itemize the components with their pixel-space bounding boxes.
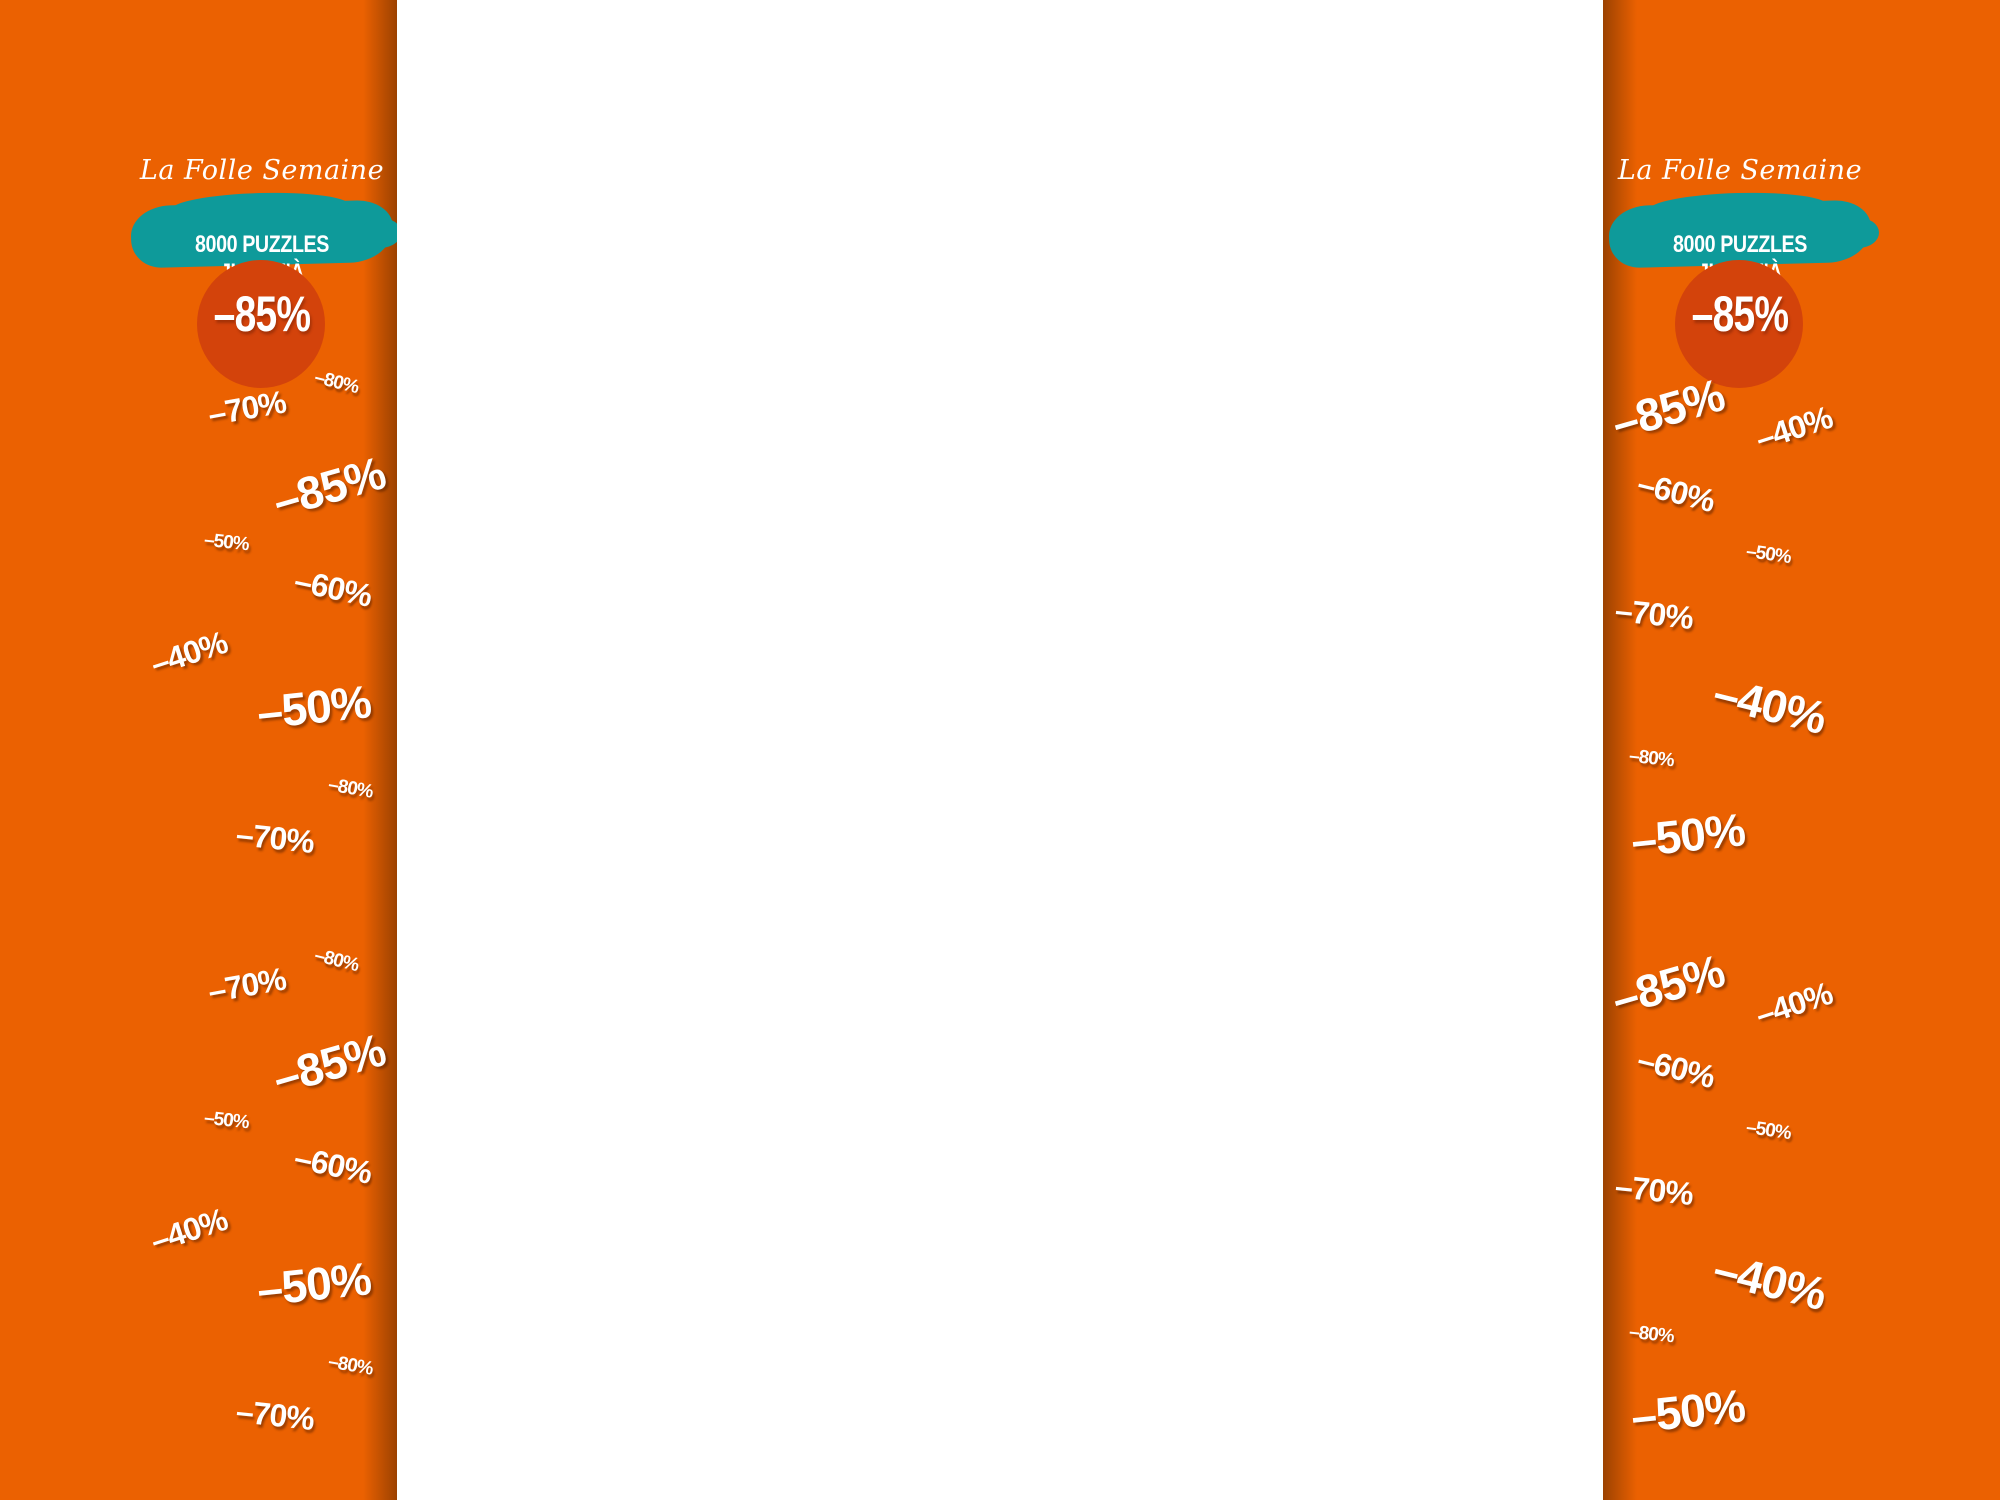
discount-badge: –80% <box>1628 1321 1675 1348</box>
discount-badge: –70% <box>205 383 289 433</box>
discount-circle <box>197 260 325 388</box>
discount-badge: –50% <box>1744 1117 1792 1145</box>
discount-badge: –70% <box>205 960 289 1010</box>
headline-discount: –85% <box>213 286 311 342</box>
right-promo-banner[interactable]: La Folle Semaine 8000 PUZZLES JUSQU'À –8… <box>1603 0 2000 1500</box>
discount-badge: –40% <box>1751 974 1837 1034</box>
discount-badge: –50% <box>1628 1379 1748 1443</box>
discount-badge: –70% <box>234 1393 316 1437</box>
discount-circle <box>1675 260 1803 388</box>
discount-badge: –80% <box>312 366 361 399</box>
main-content-area <box>397 0 1603 1500</box>
discount-badge: –40% <box>1708 1242 1832 1320</box>
discount-badge: –80% <box>1628 745 1675 772</box>
promo-header[interactable]: La Folle Semaine 8000 PUZZLES JUSQU'À –8… <box>1605 155 1875 388</box>
discount-badge: –60% <box>1633 465 1719 519</box>
discount-badge: –50% <box>203 529 250 556</box>
brand-name: La Folle Semaine <box>1617 155 1863 186</box>
discount-badge: –50% <box>254 675 374 739</box>
left-promo-banner[interactable]: La Folle Semaine 8000 PUZZLES JUSQU'À –8… <box>0 0 397 1500</box>
promo-header[interactable]: La Folle Semaine 8000 PUZZLES JUSQU'À –8… <box>127 155 397 388</box>
discount-badge: –60% <box>1633 1041 1719 1095</box>
brand-name: La Folle Semaine <box>139 155 385 186</box>
discount-badge: –50% <box>1744 541 1792 569</box>
discount-badge: –70% <box>234 816 316 860</box>
discount-badge: –80% <box>312 944 361 977</box>
discount-badge: –40% <box>1708 666 1832 744</box>
headline-discount: –85% <box>1691 286 1789 342</box>
discount-badge: –40% <box>146 1200 232 1260</box>
discount-badge: –50% <box>1628 803 1748 867</box>
discount-badge: –40% <box>1751 398 1837 458</box>
discount-badge: –50% <box>203 1107 250 1134</box>
discount-badge: –50% <box>254 1252 374 1316</box>
discount-badge: –40% <box>146 623 232 683</box>
